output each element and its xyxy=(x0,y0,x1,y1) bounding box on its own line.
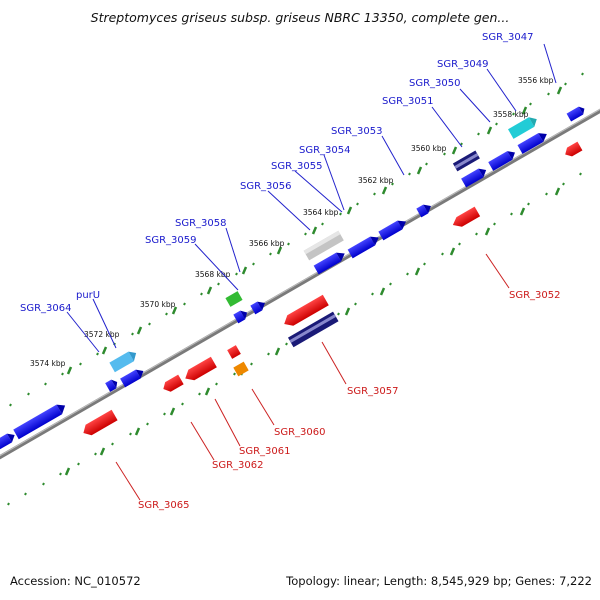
gene-sgr-3049-arrow[interactable] xyxy=(508,114,539,139)
gene-sgr-3056-arrow[interactable] xyxy=(303,230,344,261)
gene-reverse-arrow[interactable] xyxy=(227,345,241,359)
gene-forward-arrow[interactable] xyxy=(250,299,267,315)
gene-label-sgr-3057[interactable]: SGR_3057 xyxy=(347,386,399,397)
gene-label-sgr-3049[interactable]: SGR_3049 xyxy=(437,59,489,70)
gene-forward-arrow[interactable] xyxy=(105,378,120,392)
gene-sgr-3051-arrow[interactable] xyxy=(452,150,480,172)
kbp-label: 3574 kbp xyxy=(30,359,66,368)
reverse-leader-lines xyxy=(115,253,510,501)
gene-sgr-3065-arrow[interactable] xyxy=(80,409,118,438)
gene-reverse-arrow[interactable] xyxy=(563,141,583,159)
gene-label-sgr-3059[interactable]: SGR_3059 xyxy=(145,235,197,246)
accession-text: Accession: NC_010572 xyxy=(10,574,141,588)
map-title: Streptomyces griseus subsp. griseus NBRC… xyxy=(90,10,510,25)
gene-reverse-arrow[interactable] xyxy=(281,294,329,329)
gene-label-sgr-3058[interactable]: SGR_3058 xyxy=(175,218,227,229)
gene-forward-arrow[interactable] xyxy=(233,308,249,324)
gene-label-sgr-3054[interactable]: SGR_3054 xyxy=(299,145,351,156)
kbp-label: 3566 kbp xyxy=(249,239,285,248)
gene-label-sgr-3051[interactable]: SGR_3051 xyxy=(382,96,434,107)
forward-leader-lines xyxy=(66,43,557,353)
forward-genes[interactable] xyxy=(0,105,587,451)
kbp-label: 3570 kbp xyxy=(140,300,176,309)
gene-forward-arrow[interactable] xyxy=(461,166,489,188)
kbp-label: 3556 kbp xyxy=(518,76,554,85)
gene-forward-arrow[interactable] xyxy=(517,130,550,154)
genome-summary-text: Topology: linear; Length: 8,545,929 bp; … xyxy=(286,574,592,588)
kbp-label: 3558 kbp xyxy=(493,110,529,119)
gene-label-sgr-3061[interactable]: SGR_3061 xyxy=(239,446,291,457)
kbp-label: 3562 kbp xyxy=(358,176,394,185)
genome-backbone-highlight xyxy=(0,108,600,457)
gene-label-sgr-3047[interactable]: SGR_3047 xyxy=(482,32,534,43)
kbp-label: 3572 kbp xyxy=(84,330,120,339)
kbp-label: 3560 kbp xyxy=(411,144,447,153)
gene-label-sgr-3056[interactable]: SGR_3056 xyxy=(240,181,292,192)
gene-sgr-3057-arrow[interactable] xyxy=(287,311,339,348)
gene-label-sgr-3065[interactable]: SGR_3065 xyxy=(138,500,190,511)
gene-label-sgr-3062[interactable]: SGR_3062 xyxy=(212,460,264,471)
gene-label-purU[interactable]: purU xyxy=(76,290,100,301)
kbp-label: 3568 kbp xyxy=(195,270,231,279)
gene-forward-arrow[interactable] xyxy=(347,233,382,259)
reverse-gene-labels: SGR_3052 SGR_3057 SGR_3060 SGR_3061 SGR_… xyxy=(138,290,561,511)
forward-gene-labels: SGR_3047 SGR_3049 SGR_3050 SGR_3051 SGR_… xyxy=(20,32,534,314)
kbp-labels: 3556 kbp 3558 kbp 3560 kbp 3562 kbp 3564… xyxy=(30,76,554,368)
gene-sgr-3062-arrow[interactable] xyxy=(161,374,184,395)
gene-forward-arrow[interactable] xyxy=(378,217,408,241)
reverse-genes[interactable] xyxy=(80,141,583,439)
gene-sgr-3047-arrow[interactable] xyxy=(566,105,587,122)
forward-tick-row xyxy=(9,72,584,407)
gene-sgr-3061-arrow[interactable] xyxy=(182,356,217,384)
gene-label-sgr-3055[interactable]: SGR_3055 xyxy=(271,161,323,172)
gene-label-sgr-3053[interactable]: SGR_3053 xyxy=(331,126,383,137)
kbp-label: 3564 kbp xyxy=(303,208,339,217)
gene-forward-arrow[interactable] xyxy=(313,249,348,275)
gene-sgr-3060-arrow[interactable] xyxy=(233,361,249,377)
gene-forward-arrow[interactable] xyxy=(120,367,146,388)
gene-forward-arrow[interactable] xyxy=(416,202,433,218)
gene-label-sgr-3052[interactable]: SGR_3052 xyxy=(509,290,561,301)
gene-label-sgr-3064[interactable]: SGR_3064 xyxy=(20,303,72,314)
gene-sgr-3058-arrow[interactable] xyxy=(225,291,243,307)
genome-backbone xyxy=(0,108,600,460)
gene-label-sgr-3050[interactable]: SGR_3050 xyxy=(409,78,461,89)
gene-sgr-3064-arrow[interactable] xyxy=(13,401,68,440)
gene-label-sgr-3060[interactable]: SGR_3060 xyxy=(274,427,326,438)
gene-sgr-3052-arrow[interactable] xyxy=(450,206,481,231)
gene-forward-arrow[interactable] xyxy=(0,431,17,451)
gene-forward-arrow[interactable] xyxy=(488,148,517,171)
gene-purU-arrow[interactable] xyxy=(109,349,139,373)
